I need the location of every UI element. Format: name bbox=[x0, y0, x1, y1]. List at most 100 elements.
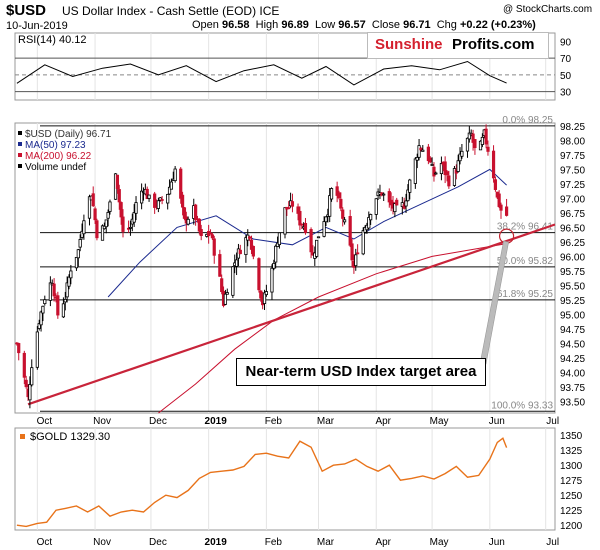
candle-body bbox=[259, 290, 263, 299]
candle-body bbox=[283, 207, 287, 235]
candle-body bbox=[35, 331, 39, 368]
usd-y-tick-label: 96.50 bbox=[560, 223, 585, 234]
usd-y-tick-label: 97.25 bbox=[560, 180, 585, 191]
ma50-line bbox=[107, 168, 507, 298]
candle-body bbox=[61, 303, 66, 318]
candle-body bbox=[478, 140, 483, 151]
candle-body bbox=[238, 249, 242, 255]
usd-y-tick-label: 93.50 bbox=[560, 397, 585, 408]
candle-body bbox=[117, 189, 121, 203]
target-pointer bbox=[479, 240, 509, 365]
usd-y-tick-label: 94.25 bbox=[560, 354, 585, 365]
candle-body bbox=[95, 220, 99, 239]
candle-body bbox=[356, 252, 360, 255]
candle-body bbox=[408, 179, 412, 193]
candle-body bbox=[210, 234, 214, 239]
usd-y-tick-label: 94.75 bbox=[560, 325, 585, 336]
candle-body bbox=[17, 343, 21, 354]
candle-body bbox=[251, 245, 255, 257]
x-tick-label: Jul bbox=[546, 537, 559, 548]
candle-body bbox=[290, 201, 295, 207]
x-tick-label: Apr bbox=[375, 416, 391, 427]
candle-body bbox=[315, 239, 319, 257]
candle-body bbox=[140, 190, 144, 204]
candle-body bbox=[41, 305, 45, 314]
candle-body bbox=[179, 168, 183, 199]
legend-entry: $USD (Daily) 96.71 bbox=[25, 129, 112, 140]
candle-body bbox=[37, 323, 41, 329]
rsi-y-tick-label: 30 bbox=[560, 88, 572, 99]
candle-body bbox=[402, 204, 406, 209]
close-value: 96.71 bbox=[403, 19, 431, 31]
candle-body bbox=[28, 384, 32, 401]
candle-body bbox=[350, 243, 354, 261]
usd-y-tick-label: 95.75 bbox=[560, 267, 585, 278]
x-tick-label: Dec bbox=[149, 537, 167, 548]
candle-body bbox=[337, 192, 341, 199]
chg-value: +0.22 (+0.23%) bbox=[459, 19, 536, 31]
gold-y-tick-label: 1300 bbox=[560, 461, 583, 472]
gold-y-tick-label: 1275 bbox=[560, 476, 583, 487]
candle-body bbox=[262, 292, 267, 304]
gold-legend-swatch bbox=[20, 434, 25, 439]
x-tick-label: Feb bbox=[265, 416, 283, 427]
candle-body bbox=[298, 210, 302, 226]
candle-body bbox=[300, 223, 304, 226]
candle-body bbox=[406, 189, 410, 202]
candle-body bbox=[199, 229, 203, 236]
candle-body bbox=[39, 311, 43, 326]
candle-body bbox=[52, 283, 56, 297]
candle-body bbox=[166, 193, 170, 204]
candle-body bbox=[328, 195, 332, 217]
logo-part2: Profits.com bbox=[452, 36, 535, 53]
gold-title: $GOLD 1329.30 bbox=[30, 431, 110, 443]
candle-body bbox=[473, 139, 477, 149]
candle-body bbox=[499, 204, 503, 211]
gold-line bbox=[16, 437, 508, 528]
candle-body bbox=[452, 168, 457, 186]
x-tick-label: Jun bbox=[489, 537, 505, 548]
panel-frames bbox=[14, 32, 556, 531]
candle-body bbox=[382, 193, 386, 196]
logo-part1: Sunshine bbox=[375, 36, 443, 53]
candle-body bbox=[309, 229, 313, 253]
x-tick-label: 2019 bbox=[205, 537, 228, 548]
candle-body bbox=[249, 239, 254, 250]
candle-body bbox=[218, 254, 222, 277]
candle-body bbox=[369, 214, 373, 221]
candle-body bbox=[160, 199, 164, 201]
candle-body bbox=[348, 216, 352, 246]
candle-body bbox=[80, 230, 84, 238]
candle-body bbox=[91, 193, 95, 207]
candle-body bbox=[456, 160, 460, 172]
candle-body bbox=[220, 278, 224, 292]
candle-body bbox=[115, 174, 120, 190]
candle-body bbox=[434, 172, 438, 175]
candle-body bbox=[248, 236, 252, 239]
high-label: High bbox=[255, 19, 279, 31]
candle-body bbox=[393, 203, 397, 213]
gold-y-tick-label: 1225 bbox=[560, 506, 583, 517]
ma200-line bbox=[158, 243, 507, 414]
candle-body bbox=[48, 282, 52, 301]
legend-entry: Volume undef bbox=[25, 162, 86, 173]
candle-body bbox=[104, 219, 108, 228]
candle-body bbox=[404, 200, 408, 207]
rsi-y-tick-label: 70 bbox=[560, 54, 572, 65]
candle-body bbox=[78, 239, 82, 248]
rsi-y-tick-label: 90 bbox=[560, 37, 572, 48]
candle-body bbox=[30, 367, 34, 386]
candle-body bbox=[128, 227, 133, 229]
chart-symbol: $USD bbox=[6, 2, 47, 19]
candle-body bbox=[22, 352, 26, 378]
gold-frame bbox=[14, 427, 556, 531]
candle-body bbox=[67, 276, 71, 287]
x-tick-label: May bbox=[430, 416, 449, 427]
candle-body bbox=[335, 186, 339, 196]
candle-body bbox=[287, 207, 291, 210]
candle-body bbox=[486, 146, 490, 152]
x-tick-label: Mar bbox=[317, 537, 335, 548]
candle-body bbox=[264, 291, 268, 296]
candle-body bbox=[413, 158, 417, 184]
candle-body bbox=[458, 153, 462, 162]
